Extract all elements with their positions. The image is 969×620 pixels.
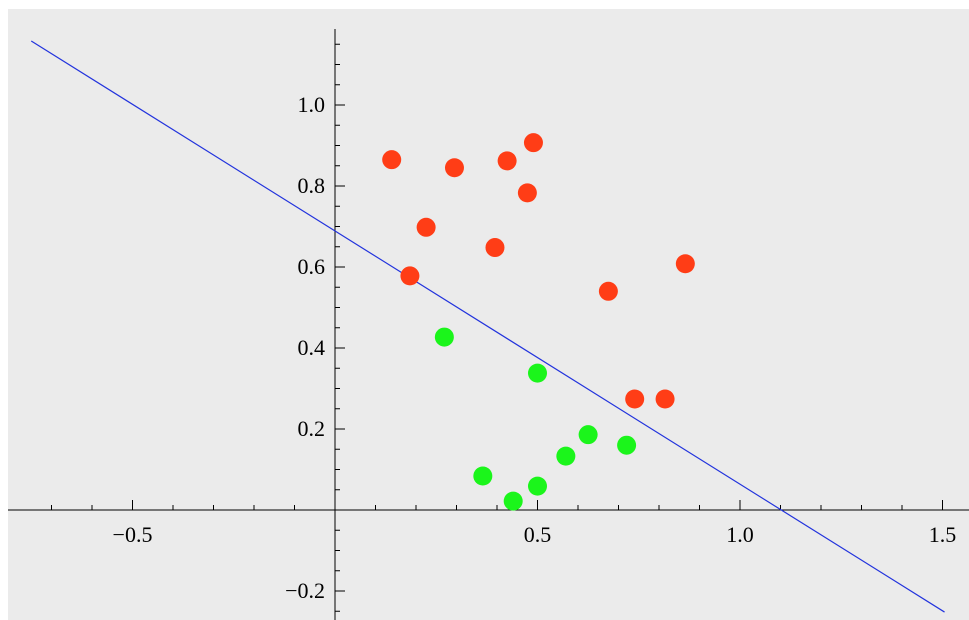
red-data-point: [382, 150, 402, 170]
data-points: [382, 133, 695, 511]
green-data-point: [578, 425, 598, 445]
red-data-point: [625, 389, 645, 409]
red-data-point: [400, 266, 420, 286]
red-data-point: [416, 217, 436, 237]
red-data-point: [444, 158, 464, 178]
green-data-point: [528, 476, 547, 496]
red-data-point: [497, 151, 517, 171]
green-data-point: [503, 491, 523, 511]
y-tick-label: −0.2: [285, 578, 325, 603]
y-tick-label: 0.6: [298, 254, 326, 279]
y-tick-label: 0.8: [298, 173, 326, 198]
y-tick-label: 0.2: [298, 416, 326, 441]
x-tick-label: 1.5: [929, 522, 957, 547]
x-tick-label: 1.0: [726, 522, 754, 547]
green-data-point: [617, 435, 637, 455]
red-data-point: [655, 389, 675, 409]
red-data-point: [517, 183, 537, 203]
red-data-point: [675, 254, 695, 274]
green-data-point: [434, 327, 454, 347]
green-data-point: [556, 446, 576, 466]
red-data-point: [598, 281, 618, 301]
x-tick-label: −0.5: [113, 522, 153, 547]
y-tick-label: 0.4: [298, 335, 326, 360]
green-data-point: [473, 466, 493, 486]
y-tick-label: 1.0: [298, 92, 326, 117]
green-data-point: [528, 363, 547, 383]
plot-background: [8, 9, 969, 620]
red-data-point: [485, 238, 505, 258]
decision-boundary-line: [30, 40, 945, 613]
axes: [8, 29, 969, 620]
red-data-point: [523, 133, 543, 153]
x-tick-label: 0.5: [524, 522, 552, 547]
tick-labels: −0.5 0.5 1.0 1.5 −0.2 0.2 0.4 0.6 0.8 1.0: [113, 92, 957, 603]
